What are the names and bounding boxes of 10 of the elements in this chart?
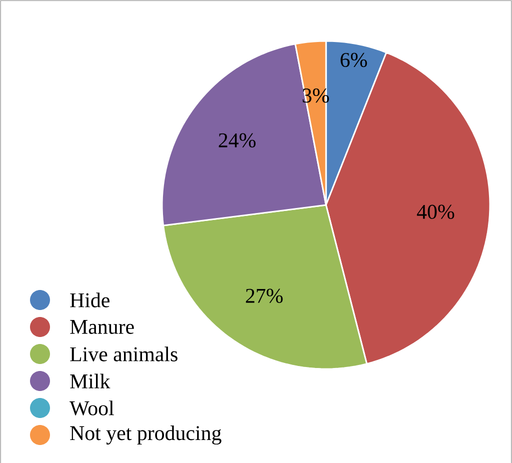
legend-label: Milk — [70, 374, 110, 388]
data-label: 40% — [416, 204, 454, 219]
legend-label: Hide — [70, 292, 110, 308]
legend-label: Not yet producing — [70, 425, 222, 445]
data-label: 24% — [218, 133, 256, 148]
data-label: 27% — [246, 288, 283, 303]
legend-label: Wool — [70, 400, 114, 416]
legend-label: Live animals — [70, 346, 178, 362]
legend-label: Manure — [70, 320, 134, 334]
data-label: 6% — [340, 52, 367, 68]
